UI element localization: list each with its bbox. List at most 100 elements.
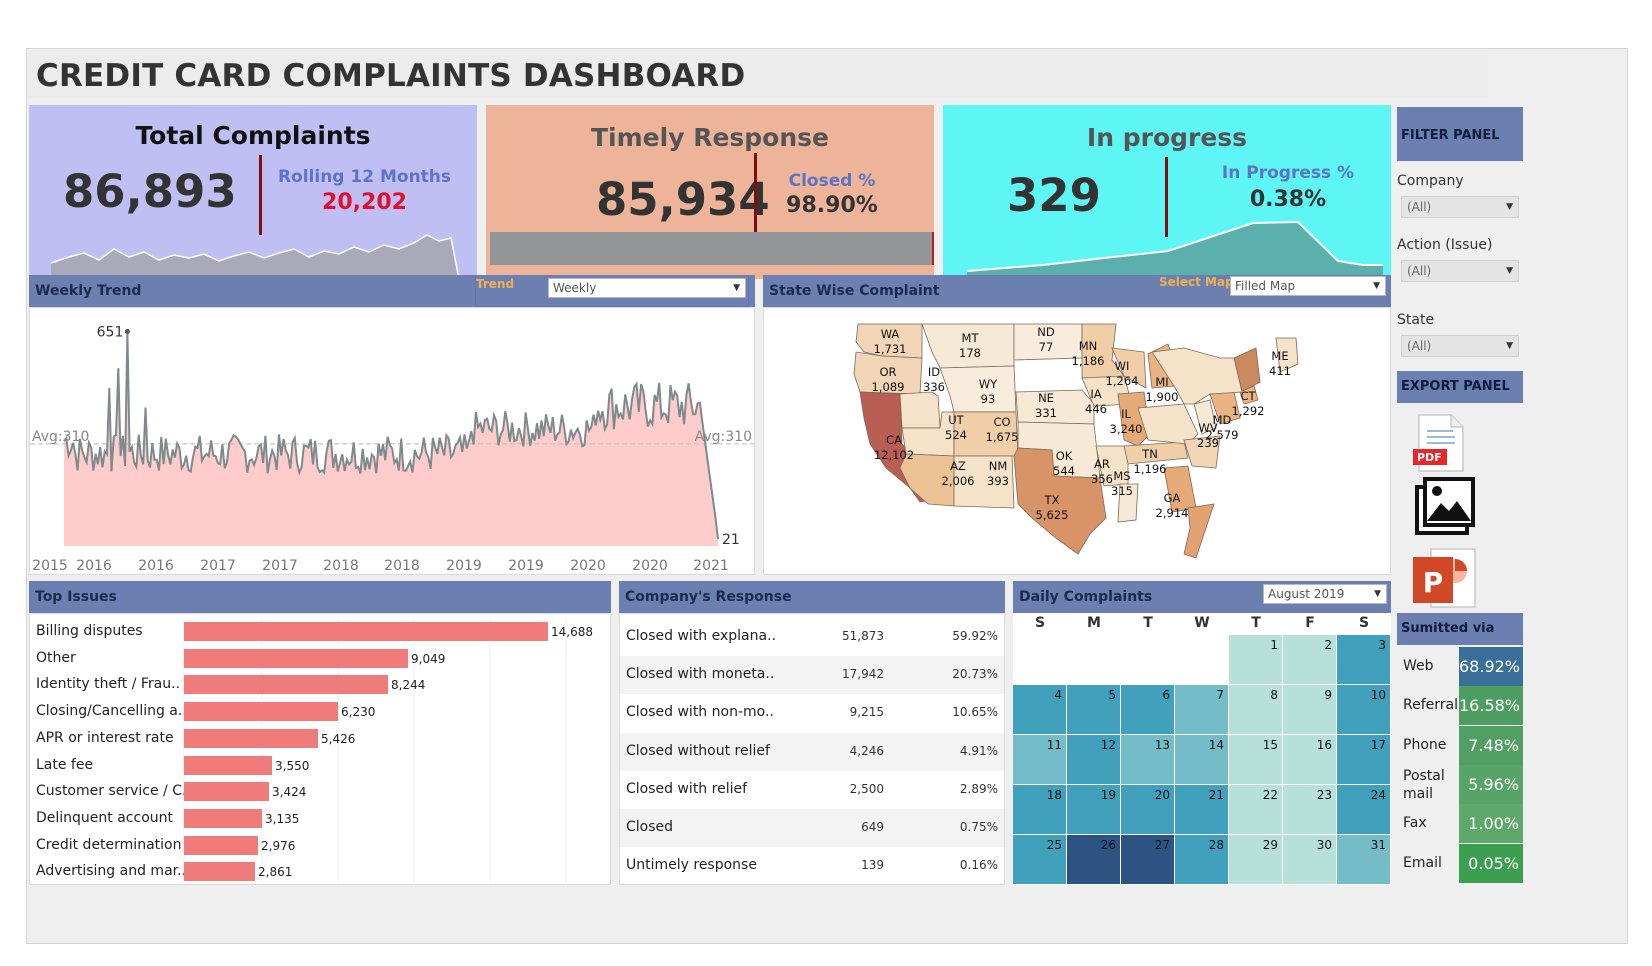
issue-bar[interactable] [184,728,318,748]
response-label: Untimely response [626,857,757,874]
chevron-down-icon[interactable]: ▼ [1506,266,1513,276]
calendar-day[interactable]: 25 [1013,835,1066,884]
calendar-day[interactable]: 2 [1283,635,1336,684]
x-tick-label: 2016 [138,558,174,574]
powerpoint-export-icon[interactable]: P [1411,547,1477,611]
x-tick-label: 2017 [262,558,298,574]
calendar-day[interactable]: 30 [1283,835,1336,884]
x-tick-label: 2020 [632,558,668,574]
calendar-day[interactable]: 14 [1175,735,1228,784]
calendar-day[interactable]: 24 [1337,785,1390,834]
issue-bar[interactable] [184,622,548,641]
calendar-day[interactable]: 3 [1337,635,1390,684]
calendar-day[interactable]: 16 [1283,735,1336,784]
calendar-day[interactable]: 18 [1013,785,1066,834]
calendar-day[interactable]: 13 [1121,735,1174,784]
calendar-day[interactable]: 15 [1229,735,1282,784]
calendar-day[interactable]: 8 [1229,685,1282,734]
calendar-day[interactable]: 19 [1067,785,1120,834]
image-export-icon[interactable] [1413,477,1475,541]
calendar-day-number: 11 [1046,738,1062,752]
calendar-day[interactable]: 29 [1229,835,1282,884]
calendar-day[interactable]: 9 [1283,685,1336,734]
avg-label-right: Avg:310 [695,429,752,445]
issue-bar[interactable] [184,835,258,855]
response-label: Closed without relief [626,742,770,759]
pdf-export-icon[interactable]: PDF [1411,413,1471,473]
select-map-dropdown[interactable]: Filled Map ▼ [1230,276,1386,296]
table-row[interactable]: Closed without relief 4,246 4.91% [620,732,1004,771]
calendar-day[interactable]: 12 [1067,735,1120,784]
issue-bar[interactable] [184,782,269,802]
calendar-day-number: 5 [1108,688,1116,702]
filter-state-dropdown[interactable]: (All) ▼ [1401,335,1519,357]
calendar-day[interactable]: 17 [1337,735,1390,784]
issue-bar[interactable] [184,808,262,828]
table-row[interactable]: Closed with explana.. 51,873 59.92% [620,618,1004,656]
calendar-day-number: 13 [1154,738,1170,752]
calendar-day-number: 31 [1370,838,1386,852]
calendar-day[interactable]: 7 [1175,685,1228,734]
state-value-label: 1,675 [986,430,1019,444]
month-dropdown[interactable]: August 2019 ▼ [1263,584,1387,604]
kpi-timely-title: Timely Response [591,123,829,152]
table-row[interactable]: Untimely response 139 0.16% [620,847,1004,885]
issue-bar[interactable] [184,755,272,775]
calendar-day[interactable]: 31 [1337,835,1390,884]
trend-dropdown[interactable]: Weekly ▼ [548,278,746,298]
table-row[interactable]: Closed 649 0.75% [620,809,1004,847]
state-code-label: IL [1121,407,1131,421]
calendar-day[interactable]: 6 [1121,685,1174,734]
issue-bar[interactable] [184,862,255,882]
table-row[interactable]: Closed with non-mo.. 9,215 10.65% [620,694,1004,732]
table-row[interactable]: Closed with moneta.. 17,942 20.73% [620,656,1004,695]
calendar-day[interactable]: 27 [1121,835,1174,884]
issue-bar[interactable] [184,702,338,722]
title-bar: CREDIT CARD COMPLAINTS DASHBOARD [28,50,1488,98]
calendar-day[interactable]: 1 [1229,635,1282,684]
state-value-label: 93 [981,392,996,406]
state-code-label: WA [881,327,900,341]
calendar-day-number: 15 [1262,738,1278,752]
calendar-day[interactable]: 22 [1229,785,1282,834]
chevron-down-icon[interactable]: ▼ [1506,341,1513,351]
filter-state-label: State [1397,312,1435,328]
chevron-down-icon[interactable]: ▼ [1374,589,1381,599]
response-count: 17,942 [842,667,884,682]
trend-selector: Trend Weekly ▼ [475,275,749,307]
calendar-day[interactable]: 4 [1013,685,1066,734]
chevron-down-icon[interactable]: ▼ [1373,281,1380,291]
calendar-day[interactable]: 23 [1283,785,1336,834]
filter-company-label: Company [1397,173,1464,189]
calendar-day[interactable]: 21 [1175,785,1228,834]
table-row[interactable]: Closed with relief 2,500 2.89% [620,771,1004,809]
state-code-label: AR [1094,457,1110,471]
kpi-total-sub-value: 20,202 [322,190,407,215]
state-code-label: TN [1141,447,1158,461]
issue-label: Advertising and mar.. [36,863,187,880]
chevron-down-icon[interactable]: ▼ [733,283,740,293]
issue-bar[interactable] [184,675,388,695]
calendar-day[interactable]: 11 [1013,735,1066,784]
calendar-day-number: 26 [1100,838,1116,852]
chevron-down-icon[interactable]: ▼ [1506,202,1513,212]
state-value-label: 12,102 [874,448,914,462]
kpi-total-value: 86,893 [63,165,237,218]
calendar-day[interactable]: 20 [1121,785,1174,834]
response-label: Closed with moneta.. [626,666,775,683]
calendar-day-number: 25 [1046,838,1062,852]
via-value: 16.58% [1459,686,1523,726]
calendar-day[interactable]: 5 [1067,685,1120,734]
filter-action-value: (All) [1407,264,1432,278]
response-count: 4,246 [849,743,884,758]
issue-bar[interactable] [184,648,408,668]
filter-company-dropdown[interactable]: (All) ▼ [1401,196,1519,218]
state-code-label: OK [1056,449,1073,463]
calendar-day[interactable]: 28 [1175,835,1228,884]
response-percent: 10.65% [952,705,998,720]
issue-label: Identity theft / Frau.. [36,676,181,693]
calendar-day[interactable]: 10 [1337,685,1390,734]
calendar-day[interactable]: 26 [1067,835,1120,884]
filter-action-dropdown[interactable]: (All) ▼ [1401,260,1519,282]
state-code-label: CT [1240,389,1256,403]
